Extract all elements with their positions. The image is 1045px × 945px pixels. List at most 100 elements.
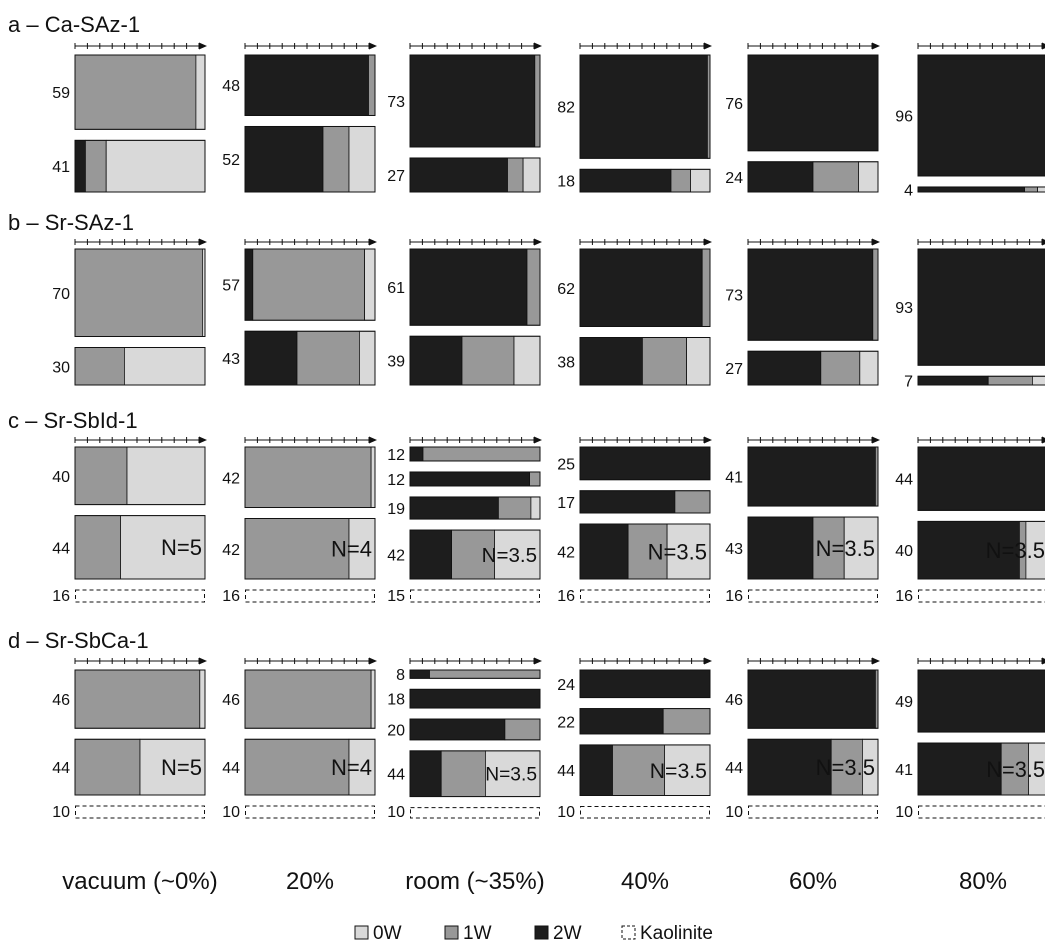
segment-w2: [747, 669, 876, 729]
layer-outline: [917, 446, 1045, 511]
layer-outline: [579, 744, 711, 797]
legend-label: Kaolinite: [640, 923, 713, 944]
layer-note: N=3.5: [485, 765, 537, 786]
layer-outline: [244, 738, 376, 796]
segment-w2: [579, 446, 711, 481]
layer-percent-label: 41: [895, 762, 913, 779]
kaolinite-layer: [918, 589, 1045, 603]
layer-outline: [244, 248, 376, 321]
layer-outline: [579, 248, 711, 327]
segment-w2: [409, 669, 430, 679]
legend-swatch-w0: [354, 925, 369, 940]
layer-percent-label: 44: [222, 760, 240, 777]
axis-arrowhead: [199, 657, 207, 665]
segment-w2: [409, 248, 528, 326]
kaolinite-layer: [918, 805, 1045, 819]
layer-outline: [747, 54, 879, 152]
segment-w1: [461, 335, 515, 386]
layer-percent-label: 16: [52, 588, 70, 605]
segment-w1: [701, 248, 711, 327]
segment-w1: [674, 490, 711, 514]
segment-w2: [409, 496, 499, 520]
segment-w2: [747, 350, 822, 386]
layer-percent-label: 57: [222, 278, 240, 295]
layer-percent-label: 24: [557, 677, 575, 694]
layer-outline: [244, 330, 376, 386]
segment-w2: [409, 471, 530, 487]
layer-outline: [747, 669, 879, 729]
layer-outline: [579, 446, 711, 481]
segment-w2: [917, 446, 1045, 511]
layer-percent-label: 7: [904, 374, 913, 391]
panel: 73 27: [725, 238, 880, 386]
condition-label: 80%: [959, 868, 1007, 895]
segment-w2: [579, 337, 643, 386]
segment-w1: [244, 738, 350, 796]
layer-outline: [409, 529, 541, 580]
segment-w2: [409, 529, 452, 580]
layer-percent-label: 44: [557, 763, 575, 780]
sample-title: d – Sr-SbCa-1: [8, 628, 149, 653]
layer-percent-label: 76: [725, 96, 743, 113]
layer-outline: [409, 248, 541, 326]
segment-w2: [747, 161, 814, 193]
layer-note: N=3.5: [816, 755, 875, 780]
segment-w0: [105, 139, 206, 193]
layer-percent-label: 16: [222, 588, 240, 605]
condition-label: 40%: [621, 868, 669, 895]
segment-w1: [451, 529, 495, 580]
axis-arrowhead: [704, 42, 712, 50]
segment-w2: [579, 54, 708, 159]
layer-percent-label: 52: [222, 152, 240, 169]
layer-percent-label: 25: [557, 456, 575, 473]
segment-w0: [530, 496, 541, 520]
axis-arrowhead: [199, 436, 207, 444]
layer-outline: [747, 516, 879, 580]
segment-w2: [579, 490, 676, 514]
layer-note: N=3.5: [482, 544, 537, 567]
layer-note: N=5: [161, 535, 202, 560]
layer-note: N=3.5: [816, 536, 875, 561]
segment-w2: [579, 248, 703, 327]
panel: 61 39: [387, 238, 542, 386]
layer-percent-label: 44: [725, 760, 743, 777]
layer-percent-label: 42: [557, 545, 575, 562]
segment-w0: [522, 157, 541, 193]
layer-outline: [244, 54, 376, 116]
segment-w0: [126, 446, 206, 506]
layer-percent-label: 62: [557, 281, 575, 298]
legend-label: 1W: [463, 923, 492, 944]
segment-w1: [368, 54, 376, 116]
axis-arrowhead: [1042, 657, 1045, 665]
segment-w2: [244, 126, 324, 193]
segment-w1: [504, 718, 541, 741]
segment-w1: [322, 126, 350, 193]
layer-percent-label: 27: [387, 168, 405, 185]
segment-w0: [1037, 186, 1045, 193]
segment-w2: [917, 186, 1025, 193]
axis-arrowhead: [872, 238, 880, 246]
segment-w2: [244, 330, 298, 386]
panel: 40 N=5 44 16: [52, 436, 207, 605]
kaolinite-layer: [748, 805, 878, 819]
segment-w0: [124, 347, 206, 386]
segment-w0: [364, 248, 376, 321]
segment-w0: [859, 350, 879, 386]
segment-w1: [670, 168, 691, 193]
layer-outline: [917, 54, 1045, 177]
segment-w0: [513, 335, 541, 386]
layer-percent-label: 24: [725, 170, 743, 187]
axis-arrowhead: [1042, 238, 1045, 246]
segment-w1: [872, 248, 879, 341]
layer-note: N=3.5: [650, 759, 707, 783]
axis-arrowhead: [534, 436, 542, 444]
layer-percent-label: 41: [725, 470, 743, 487]
layer-outline: [917, 742, 1045, 796]
segment-w2: [579, 669, 711, 699]
condition-labels: vacuum (~0%) 20% room (~35%) 40% 60% 80%: [62, 868, 1007, 895]
segment-w2: [409, 446, 424, 462]
segment-w1: [662, 708, 711, 735]
legend-label: 2W: [553, 923, 582, 944]
segment-w2: [409, 54, 536, 148]
layer-percent-label: 27: [725, 361, 743, 378]
